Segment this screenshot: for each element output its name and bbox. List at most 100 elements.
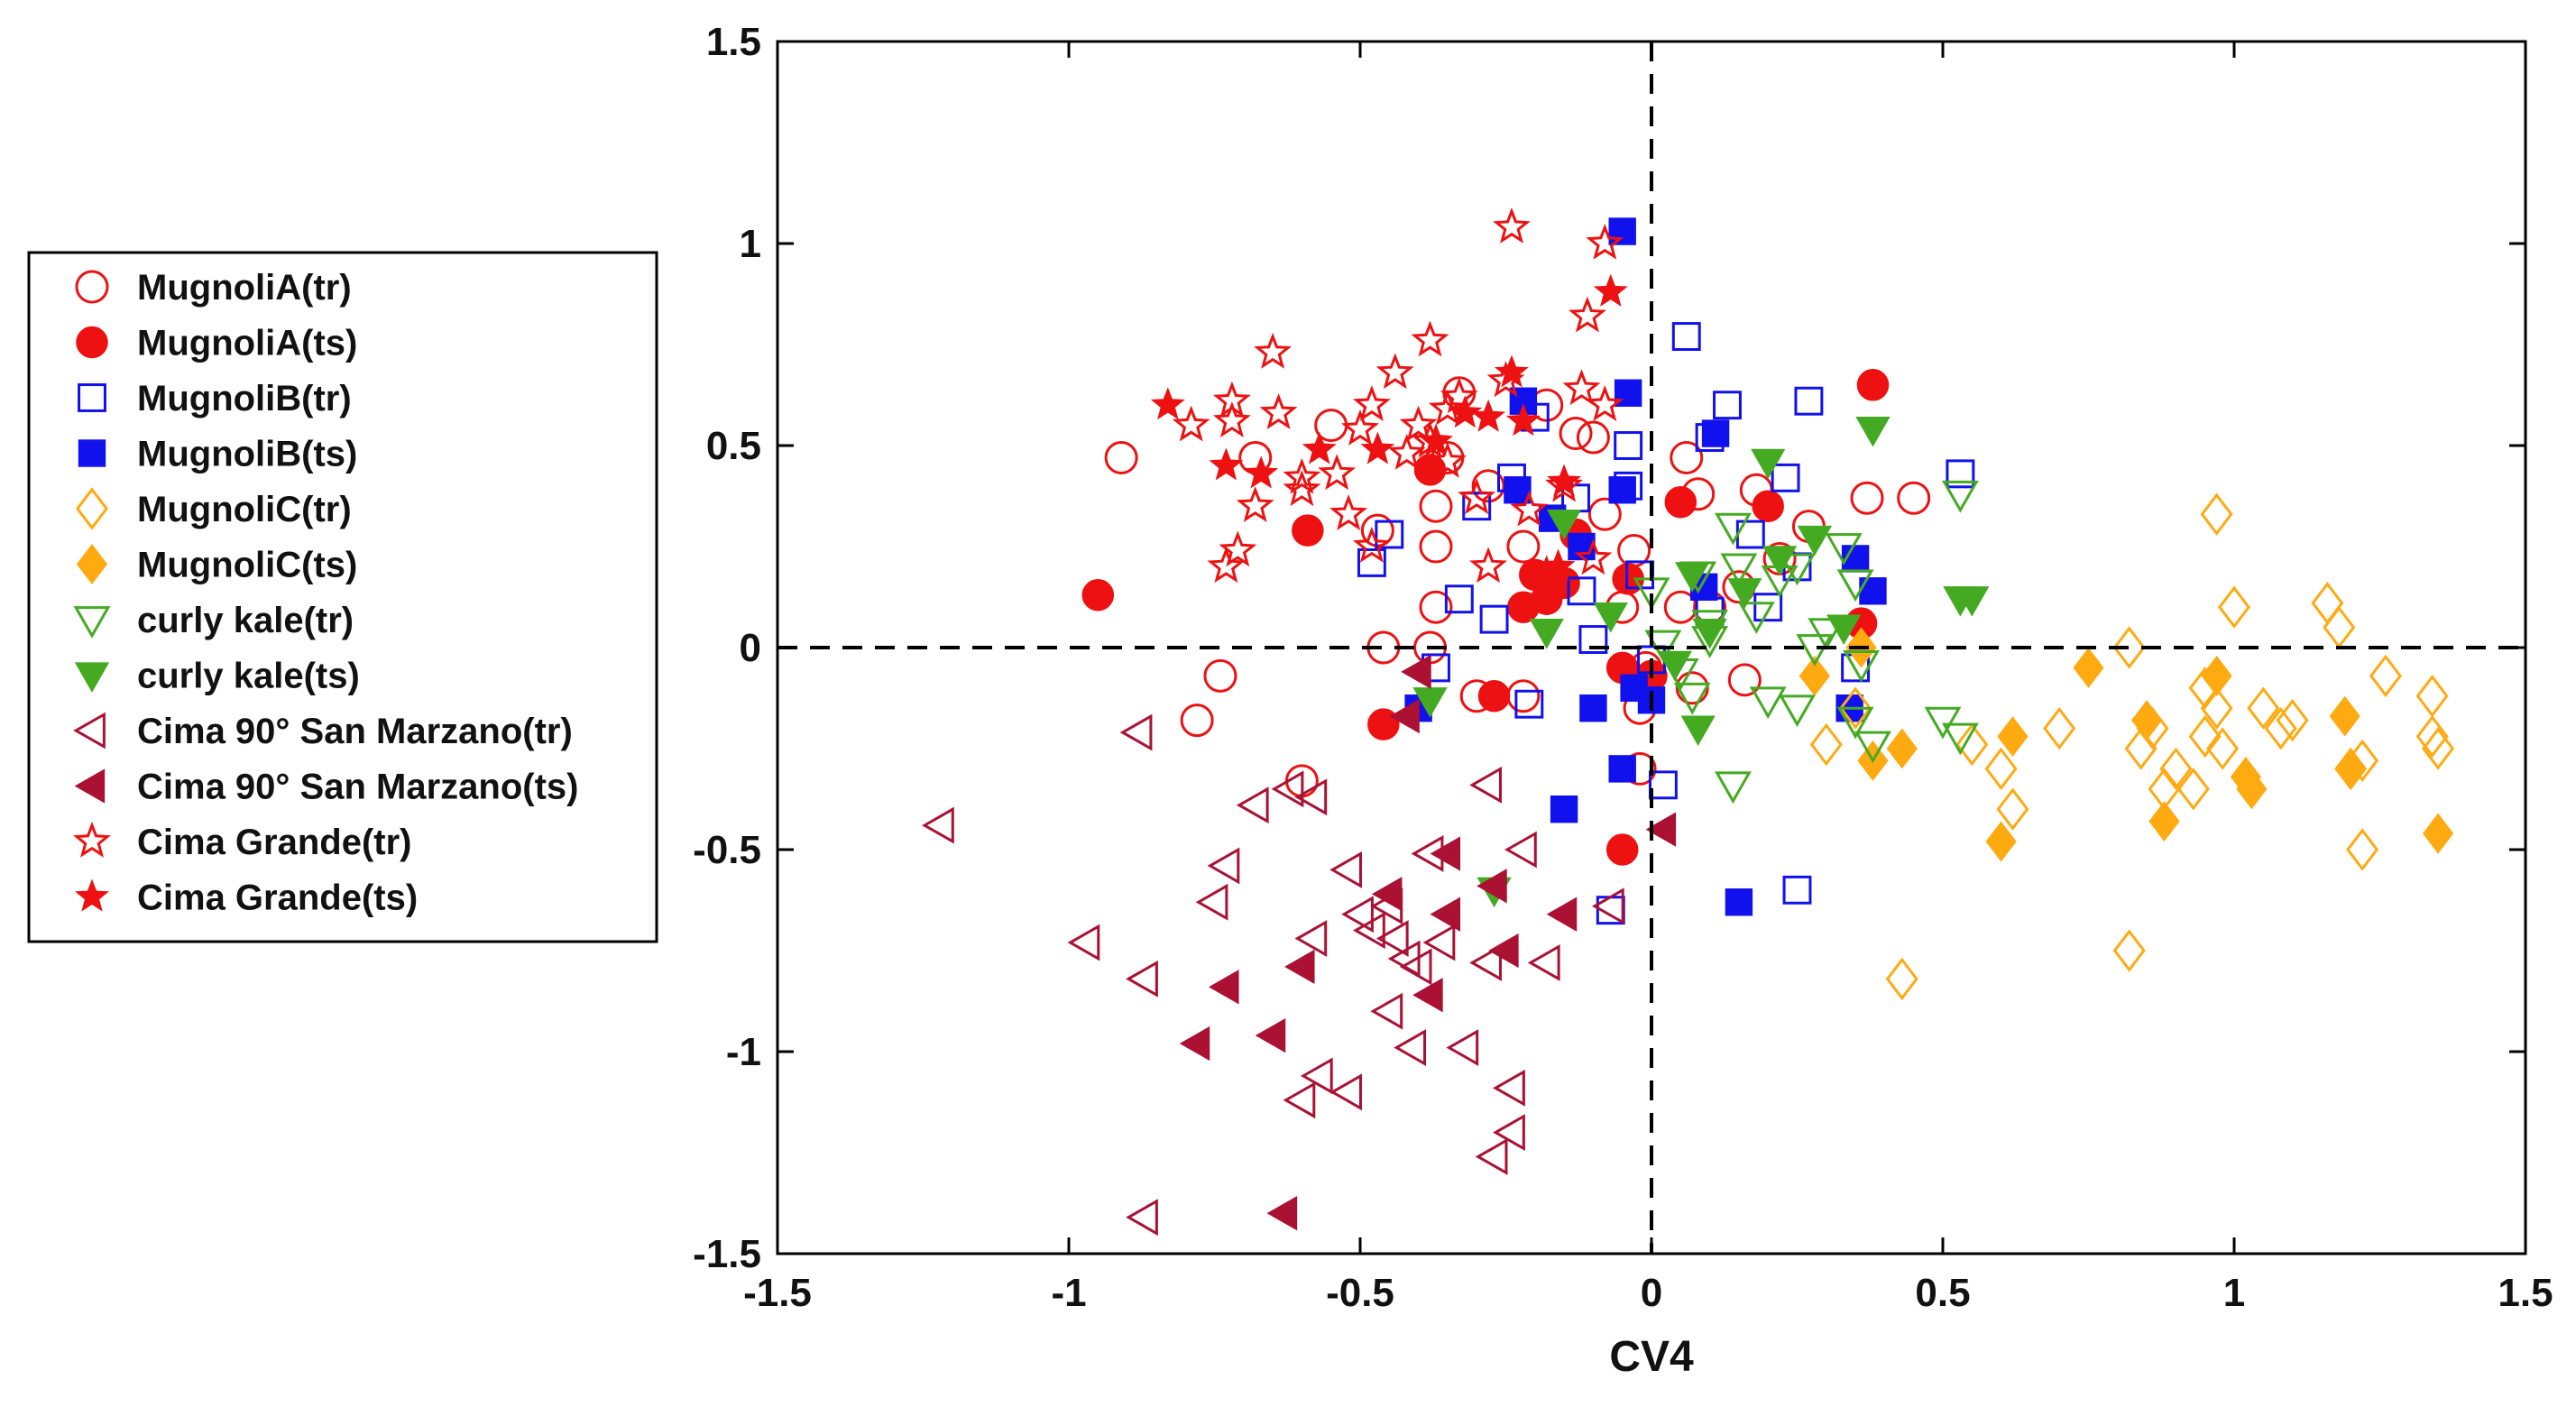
data-point [1209, 447, 1244, 481]
data-point [1067, 924, 1100, 961]
data-point [1751, 448, 1786, 480]
legend-entry: curly kale(tr) [73, 601, 354, 640]
data-point [1675, 562, 1710, 593]
data-point [2131, 700, 2163, 741]
data-point [1283, 1081, 1316, 1119]
data-point [1236, 786, 1269, 824]
data-point [2236, 768, 2268, 810]
legend-marker [73, 821, 111, 858]
data-point [1172, 405, 1210, 442]
data-point [1664, 485, 1697, 519]
data-point [1493, 1114, 1525, 1152]
data-point [1587, 497, 1622, 531]
x-axis-title: CV4 [1609, 1333, 1694, 1381]
legend-entry: MugnoliC(ts) [76, 544, 357, 585]
data-point [1514, 689, 1544, 719]
data-point [1259, 393, 1298, 429]
data-point [1645, 812, 1677, 847]
data-point [1394, 1029, 1427, 1066]
legend-label: MugnoliA(tr) [137, 268, 352, 308]
data-point [1737, 602, 1775, 635]
data-point [1996, 787, 2029, 831]
data-point [1444, 584, 1474, 614]
data-point [2159, 747, 2193, 791]
data-point [1126, 1199, 1158, 1237]
data-point [1126, 960, 1158, 998]
data-point [2423, 813, 2454, 854]
legend-entry: Cima 90° San Marzano(ts) [74, 768, 578, 807]
data-point [1422, 924, 1456, 961]
data-point [1271, 770, 1304, 808]
data-point [1458, 478, 1496, 515]
data-point [2369, 654, 2402, 698]
data-point [1839, 686, 1872, 730]
legend-marker [74, 768, 106, 804]
data-point [1387, 433, 1426, 470]
data-point [1752, 490, 1784, 522]
legend-entry: Cima Grande(tr) [73, 821, 412, 862]
x-tick-label: -1 [1051, 1271, 1086, 1315]
data-point [1762, 546, 1798, 576]
y-tick-label: -1.5 [693, 1232, 761, 1276]
data-point [1475, 1138, 1508, 1175]
data-point [1300, 1057, 1333, 1095]
data-point [1150, 387, 1185, 420]
data-point [1924, 706, 1962, 740]
y-tick-label: -1 [726, 1030, 761, 1074]
y-tick-label: -0.5 [693, 828, 761, 872]
data-point [2422, 727, 2455, 770]
data-point [1081, 579, 1115, 612]
data-point [1284, 949, 1315, 985]
data-point [1357, 547, 1386, 577]
y-tick-label: 1.5 [706, 20, 761, 64]
data-point [1941, 722, 1979, 756]
legend-label: Cima Grande(ts) [137, 878, 418, 918]
legend-entry: MugnoliA(ts) [76, 324, 357, 363]
data-point [1567, 576, 1596, 606]
legend-marker [78, 439, 106, 467]
data-point [1371, 877, 1403, 912]
legend-entry: Cima 90° San Marzano(tr) [73, 712, 573, 751]
y-tick-label: 0.5 [706, 424, 761, 468]
data-point [1236, 486, 1274, 522]
legend-label: Cima Grande(tr) [137, 823, 412, 862]
data-points-layer [922, 207, 2455, 1237]
data-point [1283, 457, 1321, 494]
data-point [1469, 944, 1503, 981]
data-point [1579, 694, 1607, 722]
data-point [1715, 512, 1752, 546]
data-point [1448, 395, 1483, 428]
data-point [1292, 514, 1324, 547]
data-point [1389, 699, 1420, 734]
data-point [2217, 585, 2251, 629]
data-point [1856, 369, 1890, 401]
data-point [1375, 520, 1404, 549]
legend-label: curly kale(ts) [137, 657, 360, 696]
data-point [1591, 887, 1624, 925]
data-point [1855, 416, 1891, 447]
y-tick-label: 1 [740, 222, 761, 266]
data-point [1412, 978, 1443, 1013]
data-point [1446, 1029, 1479, 1066]
legend-marker [73, 712, 106, 749]
data-point [1419, 529, 1453, 564]
data-point [1341, 409, 1379, 446]
data-point [1586, 224, 1624, 260]
data-point [1294, 778, 1328, 816]
data-point [1370, 992, 1403, 1030]
data-point [1302, 431, 1337, 464]
data-point [2200, 686, 2233, 730]
data-point [1430, 897, 1461, 932]
data-point [1352, 385, 1391, 421]
data-point [1701, 419, 1730, 447]
data-point [1462, 492, 1492, 521]
data-point [1219, 530, 1257, 567]
data-point [2124, 727, 2157, 770]
data-point [1493, 207, 1531, 244]
data-point [1209, 970, 1239, 1005]
data-point [1495, 354, 1529, 388]
legend-marker [74, 662, 110, 693]
legend-marker [75, 487, 109, 530]
legend-marker [75, 270, 109, 304]
data-point [1586, 385, 1624, 421]
